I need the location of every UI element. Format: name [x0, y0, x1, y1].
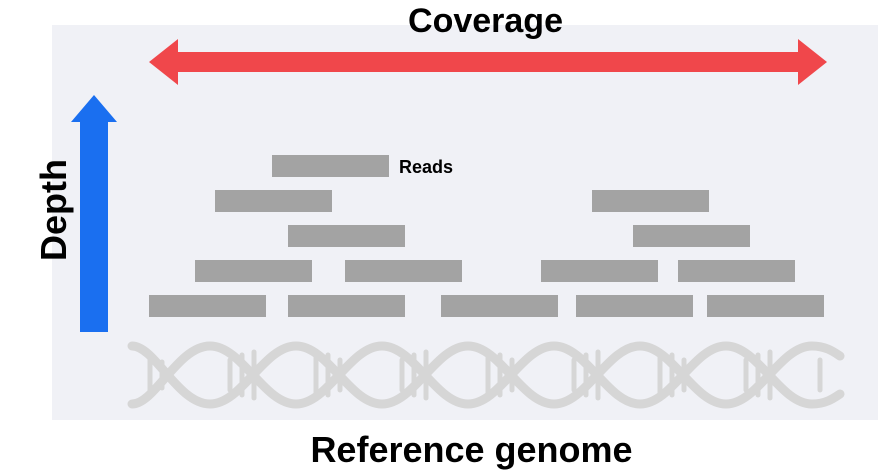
reference-genome-label: Reference genome — [310, 429, 633, 470]
read-bar — [441, 295, 558, 317]
read-bar — [592, 190, 709, 212]
read-bar — [288, 225, 405, 247]
read-bar — [707, 295, 824, 317]
read-bar — [678, 260, 795, 282]
read-bar — [215, 190, 332, 212]
read-bar — [288, 295, 405, 317]
read-bar — [541, 260, 658, 282]
read-bar — [272, 155, 389, 177]
coverage-double-arrow-icon — [149, 39, 827, 85]
read-bar — [633, 225, 750, 247]
reads-label: Reads — [399, 157, 454, 177]
read-bar — [149, 295, 266, 317]
coverage-title: Coverage — [408, 2, 563, 40]
depth-up-arrow-icon — [71, 95, 117, 332]
dna-helix-icon — [127, 341, 845, 409]
read-bar — [195, 260, 312, 282]
read-bar — [345, 260, 462, 282]
depth-label: Depth — [33, 159, 74, 261]
reads-group — [149, 155, 824, 317]
dna-rungs — [147, 349, 823, 401]
read-bar — [576, 295, 693, 317]
